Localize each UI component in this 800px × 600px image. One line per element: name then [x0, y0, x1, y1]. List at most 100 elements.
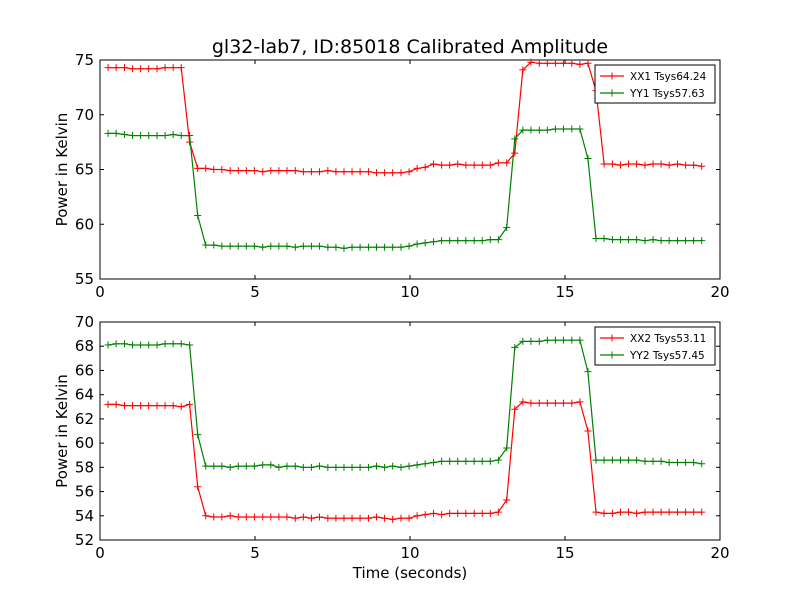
y-tick-label: 60 — [75, 434, 94, 452]
data-point — [616, 161, 624, 169]
data-point — [137, 341, 145, 349]
data-point — [324, 514, 332, 522]
data-point — [234, 167, 242, 175]
data-point — [690, 458, 698, 466]
data-point — [568, 59, 576, 67]
data-point — [584, 59, 592, 67]
data-point — [340, 244, 348, 252]
data-point — [210, 513, 218, 521]
data-point — [665, 161, 673, 169]
x-tick-label: 15 — [555, 544, 574, 562]
y-tick-label: 65 — [75, 161, 94, 179]
data-point — [283, 462, 291, 470]
data-point — [625, 456, 633, 464]
data-point — [112, 129, 120, 137]
data-point — [446, 457, 454, 465]
data-point — [633, 509, 641, 517]
data-point — [332, 514, 340, 522]
data-point — [584, 427, 592, 435]
data-point — [511, 149, 519, 157]
data-point — [153, 341, 161, 349]
data-point — [373, 243, 381, 251]
data-point — [608, 236, 616, 244]
data-point — [462, 161, 470, 169]
data-point — [421, 163, 429, 171]
data-point — [364, 463, 372, 471]
data-point — [145, 341, 153, 349]
data-point — [674, 160, 682, 168]
data-point — [486, 457, 494, 465]
data-point — [177, 403, 185, 411]
data-point — [145, 132, 153, 140]
data-point — [608, 509, 616, 517]
y-tick-label: 75 — [75, 51, 94, 69]
data-point — [625, 508, 633, 516]
data-point — [283, 242, 291, 250]
data-point — [389, 515, 397, 523]
data-point — [446, 237, 454, 245]
data-point — [543, 336, 551, 344]
data-point — [234, 513, 242, 521]
data-point — [600, 509, 608, 517]
data-point — [470, 509, 478, 517]
data-point — [275, 242, 283, 250]
data-point — [576, 398, 584, 406]
data-point — [413, 164, 421, 172]
data-point — [682, 237, 690, 245]
data-point — [161, 132, 169, 140]
data-point — [129, 65, 137, 73]
y-tick-label: 68 — [75, 337, 94, 355]
data-point — [568, 399, 576, 407]
data-point — [535, 399, 543, 407]
data-point — [698, 162, 706, 170]
x-tick-label: 0 — [95, 283, 105, 301]
data-point — [177, 132, 185, 140]
data-point — [332, 243, 340, 251]
legend-box — [594, 64, 716, 104]
data-point — [112, 400, 120, 408]
data-point — [153, 402, 161, 410]
legend-label: YY1 Tsys57.63 — [629, 88, 705, 100]
data-point — [527, 399, 535, 407]
data-point — [364, 514, 372, 522]
data-point — [625, 160, 633, 168]
data-point — [267, 167, 275, 175]
data-point — [194, 431, 202, 439]
data-point — [568, 336, 576, 344]
data-point — [527, 58, 535, 66]
data-point — [104, 64, 112, 72]
data-point — [511, 135, 519, 143]
data-point — [120, 130, 128, 138]
data-point — [519, 398, 527, 406]
data-point — [291, 514, 299, 522]
data-point — [275, 167, 283, 175]
data-point — [218, 166, 226, 173]
data-point — [332, 463, 340, 471]
data-point — [430, 160, 438, 168]
data-point — [494, 508, 502, 516]
data-point — [657, 160, 665, 168]
data-point — [348, 514, 356, 522]
data-point — [470, 457, 478, 465]
data-point — [161, 340, 169, 348]
data-point — [470, 237, 478, 245]
data-point — [649, 236, 657, 244]
x-tick-label: 0 — [95, 544, 105, 562]
data-point — [503, 159, 511, 167]
data-point — [112, 64, 120, 72]
data-point — [616, 456, 624, 464]
y-axis-label: Power in Kelvin — [53, 374, 71, 488]
data-point — [381, 463, 389, 471]
data-point — [356, 514, 364, 522]
data-point — [454, 509, 462, 517]
data-point — [535, 126, 543, 134]
data-point — [438, 457, 446, 465]
data-point — [104, 129, 112, 137]
data-point — [641, 237, 649, 245]
data-point — [494, 456, 502, 464]
data-point — [478, 457, 486, 465]
legend: XX1 Tsys64.24 YY1 Tsys57.63 — [594, 64, 716, 104]
data-point — [633, 236, 641, 244]
data-point — [389, 462, 397, 470]
data-point — [438, 511, 446, 519]
